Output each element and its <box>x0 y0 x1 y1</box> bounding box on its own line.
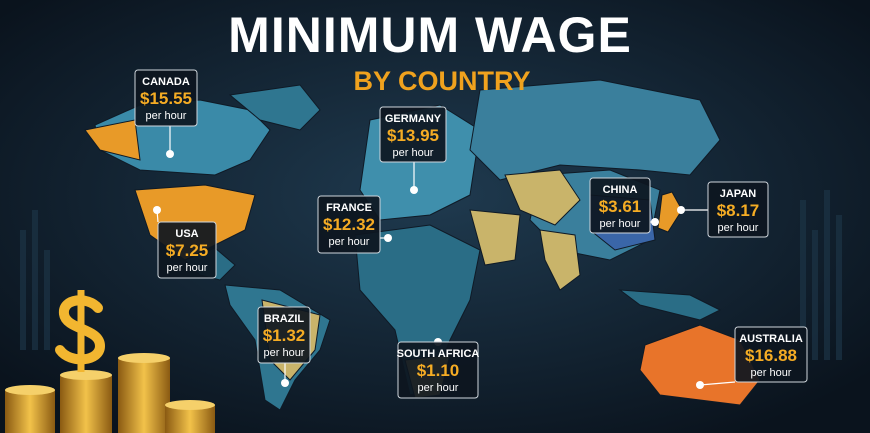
wage-unit: per hour <box>329 236 370 248</box>
background-bars <box>20 190 842 360</box>
callout: JAPAN$8.17 per hour <box>677 181 769 238</box>
central-asia <box>504 169 581 226</box>
callout-box <box>379 106 447 163</box>
callout: FRANCE$12.32 per hour <box>317 195 392 254</box>
wage: $16.88 <box>745 346 797 365</box>
country-name: CHINA <box>603 184 638 196</box>
country-name: GERMANY <box>385 113 442 125</box>
title: MINIMUM WAGE <box>228 7 632 63</box>
country-name: FRANCE <box>326 202 372 214</box>
wage-unit: per hour <box>393 147 434 159</box>
greenland <box>228 84 321 131</box>
callout-box <box>317 195 381 254</box>
wage-unit: per hour <box>418 382 459 394</box>
country-name: JAPAN <box>720 188 757 200</box>
leader-line <box>699 381 736 386</box>
callout: BRAZIL$1.32 per hour <box>257 306 311 387</box>
location-dot <box>651 218 659 226</box>
callout-box <box>134 69 198 127</box>
callout-box <box>157 221 217 279</box>
location-dot <box>166 150 174 158</box>
location-dot <box>384 234 392 242</box>
callout-box <box>257 306 311 364</box>
country-name: BRAZIL <box>264 313 305 325</box>
southeast-asia <box>618 289 722 321</box>
wage: $1.32 <box>263 326 306 345</box>
callout: GERMANY$13.95 per hour <box>379 106 447 194</box>
australia <box>639 324 761 406</box>
location-dot <box>410 186 418 194</box>
location-dot <box>677 206 685 214</box>
coins <box>5 290 215 433</box>
location-dot <box>281 379 289 387</box>
wage: $7.25 <box>166 241 209 260</box>
russia <box>469 79 721 181</box>
subtitle: BY COUNTRY <box>353 66 530 96</box>
wage: $8.17 <box>717 201 760 220</box>
wage-unit: per hour <box>718 222 759 234</box>
india <box>539 229 581 291</box>
wage-unit: per hour <box>167 262 208 274</box>
wage: $13.95 <box>387 126 439 145</box>
wage-unit: per hour <box>264 347 305 359</box>
country-name: USA <box>175 228 198 240</box>
wage-unit: per hour <box>600 218 641 230</box>
wage-unit: per hour <box>751 367 792 379</box>
callout-box <box>707 181 769 238</box>
location-dot <box>696 381 704 389</box>
callout: CANADA$15.55 per hour <box>134 69 198 158</box>
wage: $15.55 <box>140 89 192 108</box>
canada-west <box>84 119 141 161</box>
callout: AUSTRALIA$16.88 per hour <box>696 326 808 389</box>
callout: USA$7.25 per hour <box>153 206 217 279</box>
country-name: SOUTH AFRICA <box>397 348 480 360</box>
callout-box <box>734 326 808 383</box>
country-name: CANADA <box>142 76 190 88</box>
wage: $1.10 <box>417 361 460 380</box>
location-dot <box>153 206 161 214</box>
callout: CHINA$3.61 per hour <box>589 177 659 234</box>
wage-unit: per hour <box>146 110 187 122</box>
wage: $3.61 <box>599 197 642 216</box>
wage: $12.32 <box>323 215 375 234</box>
callout: SOUTH AFRICA$1.10 per hour <box>397 338 480 399</box>
callout-box <box>589 177 651 234</box>
country-name: AUSTRALIA <box>739 333 803 345</box>
callout-box <box>397 341 479 399</box>
middle-east <box>469 209 521 266</box>
